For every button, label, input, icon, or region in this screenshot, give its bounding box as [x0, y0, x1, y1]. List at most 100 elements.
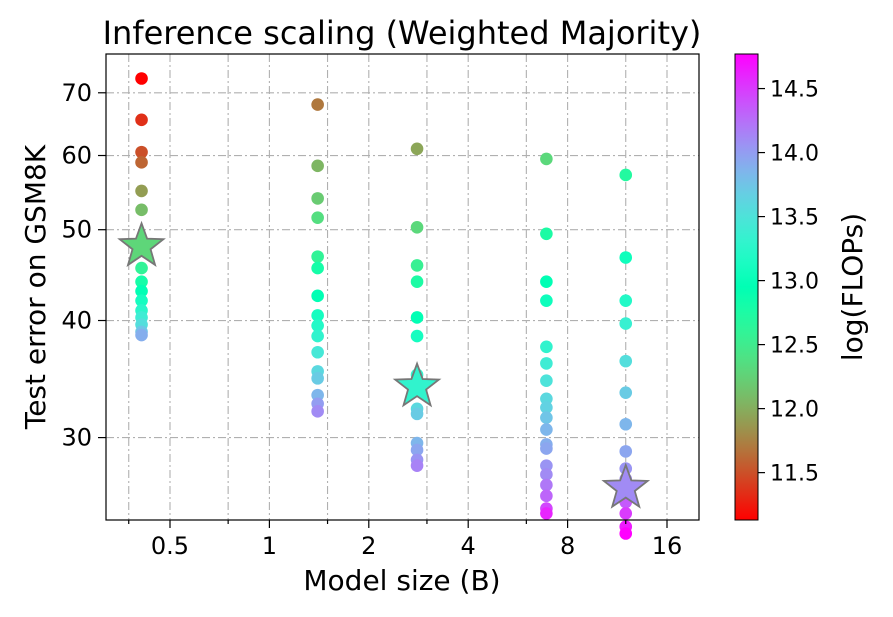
- data-point: [135, 284, 148, 298]
- x-tick-label: 8: [560, 532, 575, 560]
- series-0.41B: [135, 72, 148, 342]
- data-point: [311, 211, 324, 224]
- data-point: [540, 507, 553, 520]
- series-1.4B: [311, 98, 324, 418]
- points-layer: [135, 72, 633, 540]
- colorbar-tick-label: 14.0: [770, 142, 819, 167]
- data-point: [135, 156, 148, 169]
- data-point: [311, 192, 324, 205]
- data-point: [311, 159, 324, 173]
- data-point: [311, 309, 324, 322]
- x-tick-label: 16: [652, 532, 683, 560]
- colorbar-label: log(FLOPs): [836, 213, 869, 361]
- x-tick-label: 2: [361, 532, 376, 560]
- data-point: [540, 459, 553, 472]
- y-tick-labels: 30 40 50 60 70: [61, 79, 92, 452]
- data-point: [540, 468, 553, 481]
- data-point: [540, 294, 553, 307]
- data-point: [619, 417, 633, 431]
- data-point: [410, 142, 424, 156]
- data-point: [540, 442, 553, 455]
- y-tick-label: 40: [61, 307, 92, 335]
- data-point: [619, 445, 633, 458]
- y-tick-label: 60: [61, 142, 92, 170]
- y-tick-label: 50: [61, 216, 92, 244]
- data-point: [311, 250, 324, 263]
- data-point: [540, 227, 553, 241]
- data-point: [410, 275, 424, 289]
- colorbar-tick-label: 13.5: [770, 206, 819, 231]
- data-point: [540, 489, 553, 503]
- colorbar: [734, 53, 759, 521]
- chart-title: Inference scaling (Weighted Majority): [103, 14, 702, 52]
- data-point: [135, 203, 148, 217]
- data-point: [135, 72, 148, 85]
- y-tick-label: 70: [61, 79, 92, 107]
- data-point: [619, 294, 633, 307]
- data-point: [311, 289, 324, 303]
- x-tick-label: 1: [262, 532, 277, 560]
- data-point: [135, 145, 148, 159]
- data-point: [410, 329, 424, 343]
- grid-layer: [106, 54, 699, 520]
- data-point: [410, 220, 424, 234]
- data-point: [135, 113, 148, 127]
- data-point: [619, 168, 633, 182]
- data-point: [311, 329, 324, 343]
- data-point: [135, 184, 148, 198]
- ticks-layer: [98, 92, 668, 528]
- data-point: [410, 259, 424, 272]
- data-point: [619, 527, 633, 540]
- data-point: [410, 443, 424, 457]
- data-point: [619, 317, 633, 330]
- data-point: [311, 405, 324, 418]
- data-point: [540, 401, 553, 414]
- x-axis-label: Model size (B): [303, 564, 500, 597]
- data-point: [540, 423, 553, 436]
- data-point: [540, 374, 553, 388]
- data-point: [311, 372, 324, 385]
- data-point: [619, 386, 633, 399]
- star-marker: [601, 462, 651, 509]
- data-point: [540, 478, 553, 492]
- data-point: [135, 261, 148, 275]
- y-tick-label: 30: [61, 424, 92, 452]
- data-point: [410, 459, 424, 472]
- data-point: [311, 319, 324, 332]
- colorbar-tick-label: 12.0: [770, 398, 819, 423]
- data-point: [135, 275, 148, 289]
- data-point: [135, 328, 148, 342]
- data-point: [311, 345, 324, 359]
- data-point: [619, 251, 633, 264]
- stars-layer: [117, 220, 651, 509]
- x-tick-labels: 0.5 1 2 4 8 16: [151, 532, 682, 560]
- y-axis-label: Test error on GSM8K: [19, 144, 52, 430]
- data-point: [410, 311, 424, 324]
- plot-frame: [105, 53, 700, 521]
- data-point: [540, 357, 553, 370]
- data-point: [311, 98, 324, 111]
- colorbar-tick-label: 13.0: [770, 270, 819, 295]
- data-point: [619, 507, 633, 520]
- x-tick-label: 0.5: [151, 532, 189, 560]
- data-point: [311, 388, 324, 402]
- data-point: [540, 275, 553, 289]
- data-point: [540, 411, 553, 425]
- data-point: [540, 152, 553, 166]
- data-point: [311, 261, 324, 275]
- data-point: [540, 392, 553, 406]
- star-marker: [392, 361, 442, 408]
- x-tick-label: 4: [461, 532, 476, 560]
- data-point: [619, 354, 633, 368]
- colorbar-tick-label: 11.5: [770, 462, 819, 487]
- colorbar-ticks: 11.5 12.0 12.5 13.0 13.5 14.0 14.5: [758, 78, 819, 487]
- colorbar-tick-label: 12.5: [770, 334, 819, 359]
- data-point: [410, 407, 424, 421]
- colorbar-tick-label: 14.5: [770, 78, 819, 103]
- data-point: [135, 294, 148, 307]
- series-2.8B: [410, 142, 424, 472]
- data-point: [540, 340, 553, 354]
- star-marker: [117, 220, 166, 268]
- series-6.9B: [540, 152, 553, 520]
